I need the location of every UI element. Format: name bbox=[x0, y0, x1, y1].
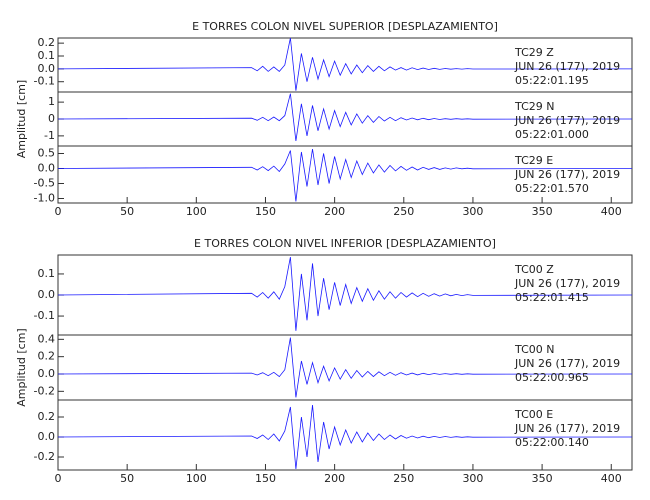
chart-title: E TORRES COLON NIVEL INFERIOR [DESPLAZAM… bbox=[194, 237, 496, 250]
y-tick-label: 0.5 bbox=[38, 147, 56, 160]
panel-frame bbox=[57, 145, 633, 204]
x-tick-label: 50 bbox=[120, 205, 134, 218]
trace-annotation: JUN 26 (177), 2019 bbox=[514, 60, 620, 73]
trace-annotation: 05:22:01.570 bbox=[515, 182, 589, 195]
y-axis-label: Amplitud [cm] bbox=[15, 328, 28, 406]
trace bbox=[57, 93, 633, 141]
x-tick-label: 400 bbox=[601, 205, 622, 218]
x-tick-label: 0 bbox=[55, 205, 62, 218]
x-tick-label: 350 bbox=[532, 205, 553, 218]
y-tick-label: 0.0 bbox=[38, 62, 56, 75]
x-tick-label: 400 bbox=[601, 472, 622, 485]
y-tick-label: 1 bbox=[48, 95, 55, 108]
y-tick-label: -0.1 bbox=[34, 309, 55, 322]
y-tick-label: 0.2 bbox=[38, 350, 56, 363]
y-axis-label: Amplitud [cm] bbox=[15, 80, 28, 158]
x-tick-label: 50 bbox=[120, 472, 134, 485]
x-tick-label: 300 bbox=[462, 472, 483, 485]
trace-annotation: JUN 26 (177), 2019 bbox=[514, 168, 620, 181]
y-tick-label: -0.1 bbox=[34, 75, 55, 88]
trace-annotation: JUN 26 (177), 2019 bbox=[514, 277, 620, 290]
y-tick-label: 0.0 bbox=[38, 430, 56, 443]
y-tick-label: 0 bbox=[48, 112, 55, 125]
y-tick-label: -0.2 bbox=[34, 450, 55, 463]
x-tick-label: 250 bbox=[393, 472, 414, 485]
trace bbox=[57, 404, 633, 470]
x-tick-label: 100 bbox=[186, 472, 207, 485]
y-tick-label: 0.0 bbox=[38, 367, 56, 380]
y-tick-label: 0.1 bbox=[38, 267, 56, 280]
trace-annotation: TC00 Z bbox=[514, 263, 554, 276]
y-tick-label: 0.1 bbox=[38, 49, 56, 62]
y-tick-label: -0.5 bbox=[34, 177, 55, 190]
y-tick-label: 0.0 bbox=[38, 162, 56, 175]
trace-annotation: 05:22:00.965 bbox=[515, 371, 589, 384]
y-tick-label: -0.2 bbox=[34, 384, 55, 397]
trace bbox=[57, 148, 633, 202]
x-tick-label: 150 bbox=[255, 205, 276, 218]
y-tick-label: -1.0 bbox=[34, 192, 55, 205]
x-tick-label: 350 bbox=[532, 472, 553, 485]
trace-annotation: JUN 26 (177), 2019 bbox=[514, 114, 620, 127]
x-tick-label: 250 bbox=[393, 205, 414, 218]
x-tick-label: 200 bbox=[324, 472, 345, 485]
trace-annotation: 05:22:01.000 bbox=[515, 128, 589, 141]
trace bbox=[57, 257, 633, 331]
trace-annotation: 05:22:01.415 bbox=[515, 291, 589, 304]
trace bbox=[57, 37, 633, 91]
chart-title: E TORRES COLON NIVEL SUPERIOR [DESPLAZAM… bbox=[192, 20, 498, 33]
y-tick-label: 0.0 bbox=[38, 288, 56, 301]
y-tick-label: 0.4 bbox=[38, 332, 56, 345]
y-tick-label: 0.2 bbox=[38, 410, 56, 423]
trace-annotation: TC00 E bbox=[514, 408, 553, 421]
trace-annotation: TC29 Z bbox=[514, 46, 554, 59]
x-tick-label: 150 bbox=[255, 472, 276, 485]
trace-annotation: 05:22:01.195 bbox=[515, 74, 589, 87]
trace-annotation: JUN 26 (177), 2019 bbox=[514, 422, 620, 435]
x-tick-label: 100 bbox=[186, 205, 207, 218]
trace bbox=[57, 337, 633, 398]
trace-annotation: 05:22:00.140 bbox=[515, 436, 589, 449]
trace-annotation: TC00 N bbox=[514, 343, 554, 356]
x-tick-label: 300 bbox=[462, 205, 483, 218]
y-tick-label: 0.2 bbox=[38, 36, 56, 49]
trace-annotation: TC29 N bbox=[514, 100, 554, 113]
trace-annotation: JUN 26 (177), 2019 bbox=[514, 357, 620, 370]
panel-frame bbox=[57, 399, 633, 471]
y-tick-label: -1 bbox=[44, 129, 55, 142]
trace-annotation: TC29 E bbox=[514, 154, 553, 167]
x-tick-label: 0 bbox=[55, 472, 62, 485]
x-tick-label: 200 bbox=[324, 205, 345, 218]
